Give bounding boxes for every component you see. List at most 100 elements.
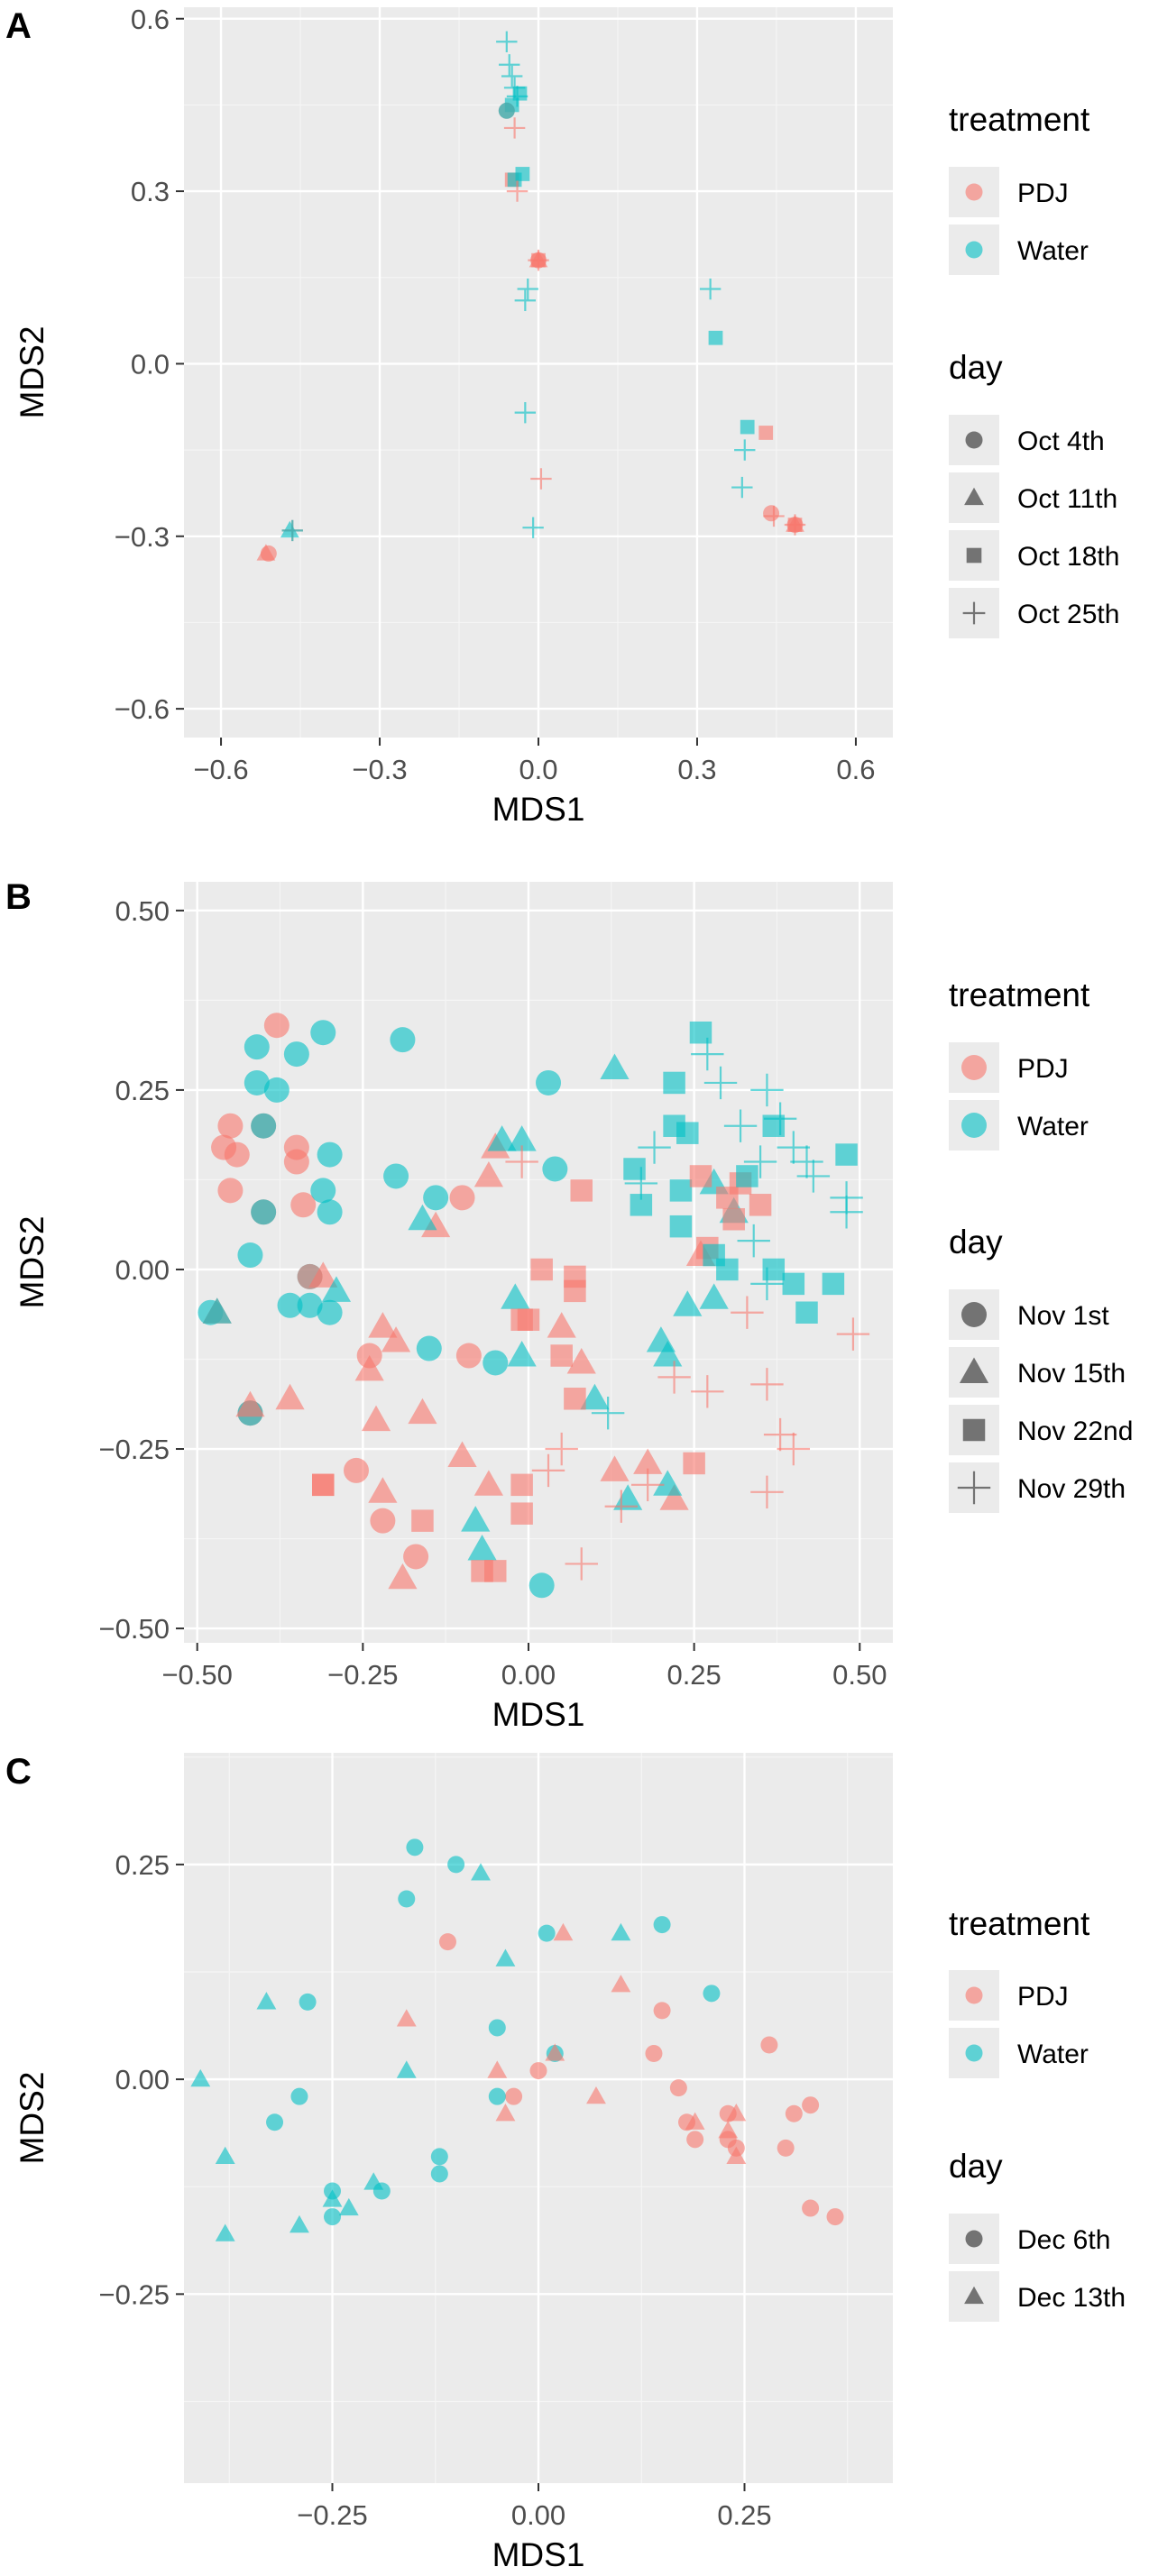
legend-marker xyxy=(965,1986,983,2004)
data-point xyxy=(467,1534,497,1561)
data-point xyxy=(343,1457,369,1483)
legend-title-day: day xyxy=(949,2148,1003,2185)
data-point xyxy=(669,1179,693,1202)
data-point xyxy=(501,65,523,87)
data-point xyxy=(826,2208,844,2226)
data-point xyxy=(190,2068,211,2087)
data-point xyxy=(653,1470,683,1496)
data-point xyxy=(529,1572,555,1599)
data-point xyxy=(782,1272,805,1296)
data-point xyxy=(802,2199,820,2217)
data-point xyxy=(689,1165,712,1187)
data-point xyxy=(795,1301,818,1324)
data-point xyxy=(354,1354,384,1381)
y-tick-label: −0.6 xyxy=(115,693,170,725)
data-point xyxy=(528,249,549,271)
data-point xyxy=(517,1308,540,1331)
data-point xyxy=(699,1283,729,1309)
data-point xyxy=(487,1125,517,1151)
data-point xyxy=(760,2036,778,2054)
x-tick-label: 0.25 xyxy=(717,2499,771,2531)
data-point xyxy=(750,1368,784,1401)
data-point xyxy=(669,2079,687,2097)
data-point xyxy=(718,2121,739,2139)
data-point xyxy=(398,1890,416,1908)
panel-letter: C xyxy=(5,1752,32,1792)
data-point xyxy=(461,1506,491,1532)
data-point xyxy=(653,2002,671,2020)
data-point xyxy=(447,1856,465,1874)
data-point xyxy=(624,1167,658,1200)
data-point xyxy=(217,1178,244,1204)
data-point xyxy=(731,1296,764,1329)
data-point xyxy=(506,180,529,202)
x-tick-label: −0.25 xyxy=(297,2499,367,2531)
legend-title-day: day xyxy=(949,349,1003,386)
legend-label: Dec 6th xyxy=(1017,2225,1110,2255)
x-tick-label: 0.50 xyxy=(832,1659,887,1691)
data-point xyxy=(796,1160,831,1193)
y-tick-label: 0.25 xyxy=(115,1075,170,1106)
data-point xyxy=(777,1131,811,1164)
data-point xyxy=(600,1455,630,1481)
legend-label: PDJ xyxy=(1017,1982,1069,2012)
data-point xyxy=(484,1560,507,1582)
data-point xyxy=(547,1312,576,1338)
legend: treatment PDJ Water day Dec 6th Dec 13th xyxy=(949,1905,1126,2322)
data-points xyxy=(256,31,806,562)
data-point xyxy=(368,1477,398,1503)
data-point xyxy=(784,514,806,536)
data-point xyxy=(726,2146,747,2165)
data-point xyxy=(673,1290,703,1316)
data-point xyxy=(495,2104,516,2122)
data-point xyxy=(591,1397,625,1430)
data-point xyxy=(406,1838,424,1856)
y-tick-label: −0.25 xyxy=(99,2278,170,2310)
data-point xyxy=(736,1165,758,1187)
data-point xyxy=(638,1131,671,1164)
x-tick-label: −0.6 xyxy=(193,754,248,785)
legend-marker xyxy=(957,1471,991,1505)
data-point xyxy=(663,1071,685,1095)
legend-marker xyxy=(962,1418,986,1442)
legend-title-treatment: treatment xyxy=(949,976,1090,1013)
data-point xyxy=(822,1272,845,1296)
data-point xyxy=(657,1361,691,1394)
data-point xyxy=(390,1027,416,1053)
data-point xyxy=(538,1924,556,1942)
data-point xyxy=(473,1470,504,1496)
data-point xyxy=(830,1196,863,1229)
data-point xyxy=(312,1473,335,1497)
data-point xyxy=(542,1156,568,1182)
data-point xyxy=(545,2043,565,2061)
data-point xyxy=(396,2060,417,2078)
data-point xyxy=(758,426,774,440)
legend-label: Oct 25th xyxy=(1017,600,1119,629)
data-point xyxy=(750,1073,784,1107)
y-tick-label: 0.3 xyxy=(131,176,170,207)
legend-label: Oct 11th xyxy=(1017,484,1117,514)
data-point xyxy=(368,1312,398,1338)
data-point xyxy=(633,1448,663,1474)
panel-B: −0.50 −0.25 0.00 0.25 0.50 −0.50 −0.25 0.00 0.25… xyxy=(5,877,1133,1733)
data-point xyxy=(297,1292,323,1318)
data-point xyxy=(564,1388,586,1410)
data-point xyxy=(611,1922,631,1941)
data-point xyxy=(653,1341,683,1367)
data-point xyxy=(455,1343,482,1369)
data-points xyxy=(198,1013,870,1599)
data-point xyxy=(383,1163,409,1189)
data-point xyxy=(676,1122,699,1144)
data-point xyxy=(505,2087,523,2105)
data-point xyxy=(514,289,537,311)
data-point xyxy=(566,1347,596,1374)
data-point xyxy=(631,1468,665,1502)
data-point xyxy=(430,2165,448,2183)
data-point xyxy=(522,517,544,538)
data-point xyxy=(263,1077,290,1103)
legend: treatment PDJ Water day Nov 1st Nov 15th Nov 2… xyxy=(949,976,1133,1513)
legend-marker xyxy=(965,2230,983,2248)
data-point xyxy=(235,1390,265,1417)
data-point xyxy=(785,2104,803,2122)
data-point xyxy=(370,1508,396,1534)
